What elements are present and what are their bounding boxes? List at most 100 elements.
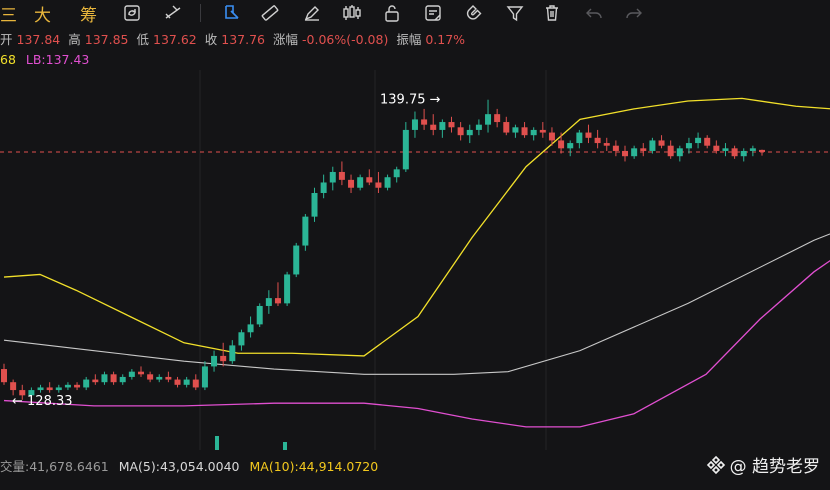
volume-bar-0 bbox=[215, 436, 219, 450]
candle-body-65 bbox=[594, 137, 601, 144]
candle-body-49 bbox=[448, 122, 455, 128]
undo-icon[interactable] bbox=[584, 3, 604, 23]
boll-info-bar: 68 LB:137.43 bbox=[0, 52, 89, 67]
tab-san[interactable]: 三 bbox=[0, 6, 17, 26]
pen-icon[interactable] bbox=[302, 3, 322, 23]
close-label: 收 bbox=[204, 32, 218, 47]
lock-icon[interactable] bbox=[382, 3, 402, 23]
watermark-text: @ 趋势老罗 bbox=[729, 457, 820, 477]
candle-body-73 bbox=[667, 145, 674, 157]
price-chart[interactable]: 139.75 → ← 128.33 bbox=[0, 70, 830, 450]
candle-body-2 bbox=[19, 390, 26, 396]
candle-body-79 bbox=[722, 148, 729, 151]
lb-value: LB:137.43 bbox=[25, 52, 90, 67]
low-value: 137.62 bbox=[153, 32, 197, 47]
filter-icon[interactable] bbox=[505, 3, 525, 23]
note-icon[interactable] bbox=[423, 3, 443, 23]
candle-body-39 bbox=[357, 177, 364, 188]
low-label: 低 bbox=[136, 32, 150, 47]
change-value: -0.06%(-0.08) bbox=[302, 32, 389, 47]
candle-body-67 bbox=[612, 145, 619, 151]
candle-body-42 bbox=[384, 177, 391, 188]
candle-body-27 bbox=[247, 324, 254, 333]
magnet-icon[interactable] bbox=[464, 3, 484, 23]
candle-body-33 bbox=[302, 216, 309, 246]
candle-body-71 bbox=[649, 140, 656, 151]
candle-body-29 bbox=[265, 298, 272, 306]
close-value: 137.76 bbox=[221, 32, 266, 47]
candle-body-46 bbox=[421, 119, 428, 125]
toolbar-divider bbox=[200, 4, 201, 22]
candle-body-3 bbox=[28, 390, 35, 396]
candle-body-50 bbox=[457, 127, 464, 136]
candle-body-25 bbox=[229, 345, 236, 362]
volume-bar-1 bbox=[283, 442, 287, 450]
candlestick-series bbox=[1, 99, 765, 400]
amplitude-value: 0.17% bbox=[425, 32, 466, 47]
candle-body-13 bbox=[119, 376, 126, 383]
candle-body-69 bbox=[631, 148, 638, 157]
candle-body-34 bbox=[311, 192, 318, 217]
boll-lower-band bbox=[3, 259, 830, 428]
candlestick-icon[interactable] bbox=[342, 3, 362, 23]
volume-ma5: MA(5):43,054.0040 bbox=[118, 459, 240, 474]
candle-body-1 bbox=[10, 382, 17, 391]
redo-icon[interactable] bbox=[624, 3, 644, 23]
change-label: 涨幅 bbox=[273, 32, 299, 47]
pointer-icon[interactable] bbox=[222, 3, 242, 23]
candle-body-10 bbox=[92, 379, 99, 383]
candle-body-47 bbox=[430, 124, 437, 130]
candle-body-68 bbox=[622, 150, 629, 157]
candle-body-40 bbox=[366, 177, 373, 183]
candle-body-32 bbox=[293, 245, 300, 275]
candle-body-8 bbox=[74, 384, 81, 388]
candle-body-62 bbox=[567, 143, 574, 149]
candle-body-60 bbox=[548, 132, 555, 141]
candle-body-20 bbox=[183, 379, 190, 385]
candle-body-77 bbox=[704, 137, 711, 146]
sync-icon[interactable] bbox=[122, 3, 142, 23]
boll-middle-band bbox=[3, 233, 830, 375]
candle-body-78 bbox=[713, 145, 720, 151]
candle-body-75 bbox=[685, 143, 692, 149]
tab-chou[interactable]: 筹 bbox=[80, 6, 97, 26]
candle-body-51 bbox=[466, 129, 473, 136]
candle-body-55 bbox=[503, 122, 510, 133]
draw-line-icon[interactable] bbox=[163, 3, 183, 23]
candle-body-37 bbox=[338, 171, 345, 180]
candle-body-76 bbox=[695, 137, 702, 144]
candle-body-16 bbox=[147, 374, 154, 380]
candle-body-38 bbox=[348, 179, 355, 188]
candle-body-66 bbox=[603, 143, 610, 146]
ruler-icon[interactable] bbox=[260, 3, 280, 23]
candle-body-63 bbox=[576, 132, 583, 144]
boll-upper-band bbox=[3, 97, 830, 357]
candle-body-9 bbox=[83, 379, 90, 388]
candle-body-48 bbox=[439, 122, 446, 130]
candle-body-5 bbox=[46, 387, 53, 391]
volume-info-bar: 交量:41,678.6461 MA(5):43,054.0040 MA(10):… bbox=[0, 456, 384, 475]
candle-body-21 bbox=[192, 379, 199, 388]
candle-body-36 bbox=[329, 171, 336, 183]
candle-body-70 bbox=[640, 148, 647, 151]
candle-body-59 bbox=[539, 129, 546, 133]
candle-body-45 bbox=[411, 119, 418, 130]
candle-body-81 bbox=[740, 150, 747, 157]
candle-body-18 bbox=[165, 376, 172, 380]
volume-value: 交量:41,678.6461 bbox=[0, 459, 109, 474]
candle-body-58 bbox=[530, 129, 537, 136]
volume-ma10: MA(10):44,914.0720 bbox=[249, 459, 379, 474]
candle-body-12 bbox=[110, 374, 117, 383]
tab-da[interactable]: 大 bbox=[34, 6, 51, 26]
trash-icon[interactable] bbox=[542, 3, 562, 23]
ub-value: 68 bbox=[0, 52, 16, 67]
candle-body-15 bbox=[137, 371, 144, 375]
candle-body-53 bbox=[485, 114, 492, 125]
candle-body-44 bbox=[402, 129, 409, 170]
volume-bars bbox=[215, 436, 287, 450]
candle-body-23 bbox=[211, 355, 218, 367]
candle-body-4 bbox=[37, 387, 44, 391]
candle-body-0 bbox=[1, 369, 7, 383]
candle-body-17 bbox=[156, 376, 163, 380]
low-annotation: ← 128.33 bbox=[12, 394, 73, 409]
